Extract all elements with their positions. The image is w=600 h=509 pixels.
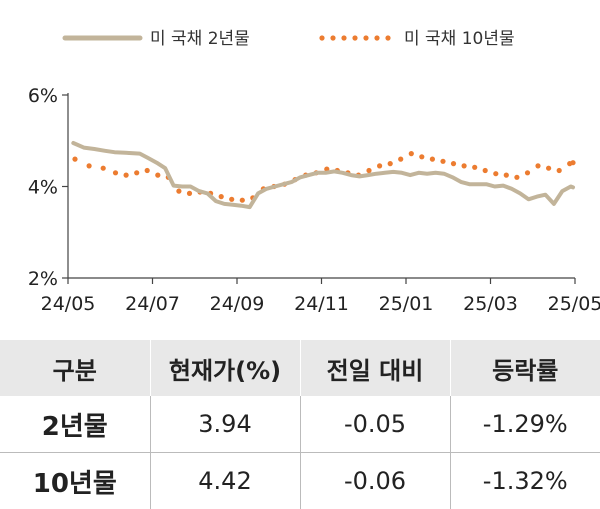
daily-change-cell: -0.05 (300, 396, 450, 453)
x-tick-label: 24/09 (210, 293, 265, 315)
data-point-10y (504, 173, 509, 178)
legend-swatch-10y-dot (341, 35, 346, 40)
data-point-10y (472, 165, 477, 170)
legend-swatch-10y-dot (363, 35, 368, 40)
x-tick-label: 25/01 (379, 293, 434, 315)
header-current-price: 현재가(%) (150, 340, 300, 396)
x-tick-label: 24/11 (294, 293, 349, 315)
table-row: 2년물 3.94 -0.05 -1.29% (0, 396, 600, 453)
legend-label-2y: 미 국채 2년물 (150, 29, 250, 49)
data-point-10y (240, 198, 245, 203)
data-point-10y (557, 168, 562, 173)
data-point-10y (409, 151, 414, 156)
data-point-10y (535, 163, 540, 168)
row-label: 10년물 (0, 453, 150, 509)
legend-swatch-10y-dot (385, 35, 390, 40)
yield-summary-table: 구분 현재가(%) 전일 대비 등락률 2년물 3.94 -0.05 -1.29… (0, 340, 600, 509)
legend-label-10y: 미 국채 10년물 (404, 29, 515, 49)
data-point-10y (176, 189, 181, 194)
data-point-10y (113, 170, 118, 175)
chart-axes: 2% 4% 6% 24/05 24/07 24/09 24/11 25/01 25/03 25/0… (28, 85, 600, 315)
series-2y-line (73, 143, 573, 207)
x-tick-label: 25/03 (463, 293, 518, 315)
data-point-10y (219, 194, 224, 199)
data-point-10y (72, 157, 77, 162)
data-point-10y (430, 157, 435, 162)
change-rate-cell: -1.32% (450, 453, 600, 509)
data-point-10y (377, 163, 382, 168)
table-header-row: 구분 현재가(%) 전일 대비 등락률 (0, 340, 600, 396)
x-tick-label: 24/07 (125, 293, 180, 315)
data-point-10y (187, 191, 192, 196)
data-point-10y (388, 161, 393, 166)
chart-legend: 미 국채 2년물 미 국채 10년물 (65, 29, 515, 49)
data-point-10y (124, 173, 129, 178)
data-point-10y (398, 157, 403, 162)
daily-change-cell: -0.06 (300, 453, 450, 509)
data-point-10y (101, 166, 106, 171)
data-point-10y (134, 170, 139, 175)
data-point-10y (514, 175, 519, 180)
data-point-10y (229, 197, 234, 202)
y-tick-label: 4% (28, 177, 58, 199)
change-rate-cell: -1.29% (450, 396, 600, 453)
legend-swatch-10y-dot (352, 35, 357, 40)
chart-series-layer (72, 143, 575, 207)
header-category: 구분 (0, 340, 150, 396)
data-point-10y (525, 170, 530, 175)
x-tick-label: 25/05 (548, 293, 600, 315)
current-price-cell: 3.94 (150, 396, 300, 453)
data-point-10y (87, 163, 92, 168)
y-tick-label: 2% (28, 268, 58, 290)
table-row: 10년물 4.42 -0.06 -1.32% (0, 453, 600, 509)
data-point-10y (570, 160, 575, 165)
data-point-10y (546, 166, 551, 171)
legend-swatch-10y-dot (330, 35, 335, 40)
current-price-cell: 4.42 (150, 453, 300, 509)
y-tick-label: 6% (28, 85, 58, 107)
data-point-10y (493, 171, 498, 176)
data-point-10y (483, 168, 488, 173)
legend-swatch-10y-dot (319, 35, 324, 40)
data-point-10y (155, 173, 160, 178)
data-point-10y (419, 154, 424, 159)
data-point-10y (145, 168, 150, 173)
legend-swatch-10y-dot (374, 35, 379, 40)
row-label: 2년물 (0, 396, 150, 453)
data-point-10y (451, 161, 456, 166)
x-tick-label: 24/05 (41, 293, 96, 315)
header-change-rate: 등락률 (450, 340, 600, 396)
data-point-10y (366, 168, 371, 173)
data-point-10y (462, 163, 467, 168)
header-daily-change: 전일 대비 (300, 340, 450, 396)
data-point-10y (440, 159, 445, 164)
